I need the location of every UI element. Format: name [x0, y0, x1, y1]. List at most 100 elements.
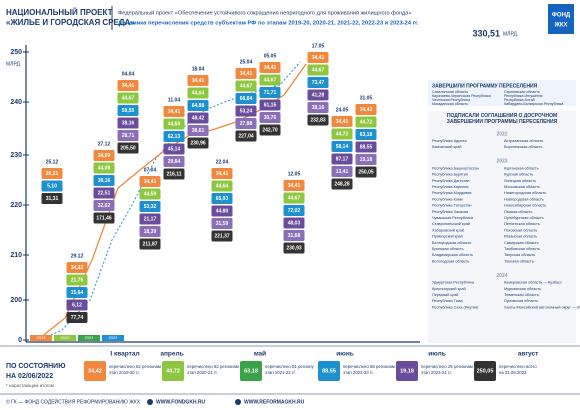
column-date: 22.04: [216, 159, 229, 165]
segment-box: [187, 112, 209, 124]
sidebar-text: Саратовская область: [504, 90, 540, 94]
segment-box: [235, 80, 257, 92]
sidebar-text: Липецкая область: [504, 179, 536, 183]
sidebar-title: ПОДПИСАЛИ СОГЛАШЕНИЯ О ДОСРОЧНОМ ЗАВЕРШЕН…: [447, 113, 558, 125]
segment-value: 44,67: [312, 67, 325, 73]
sidebar-text: Московская область: [504, 185, 540, 189]
segment-value: 28,71: [122, 133, 135, 139]
legend-value: 19,18: [400, 368, 414, 374]
legend-swatch: [84, 361, 106, 381]
segment-value: 64,88: [192, 103, 205, 109]
segment-value: 32,62: [98, 203, 111, 209]
segment-box: [355, 154, 377, 165]
segment-box: [66, 287, 88, 298]
segment-value: 22,51: [98, 190, 111, 196]
segment-box: [117, 80, 139, 91]
sidebar-text: Республика Адыгея: [432, 139, 467, 143]
segment-box: [187, 75, 209, 86]
segment-box: [355, 116, 377, 128]
logo: [548, 4, 574, 34]
segment-value: 34,41: [144, 179, 157, 185]
grand-total: 330,51: [472, 28, 500, 38]
total-value: 211,87: [142, 241, 157, 247]
title: НАЦИОНАЛЬНЫЙ ПРОЕКТ: [6, 8, 113, 17]
month-label: май: [254, 350, 266, 358]
logo-text: ФОНД: [552, 13, 571, 19]
column-date: 17.05: [312, 43, 325, 49]
total-value: 31,31: [46, 196, 59, 202]
segment-value: 26,21: [46, 171, 59, 177]
legend: 34,42 перечислено 82 регионам этап 2019-20…: [84, 361, 537, 381]
segment-value: 34,41: [168, 109, 181, 115]
segment-value: 29,84: [168, 159, 181, 165]
segment-value: 34,09: [98, 153, 111, 159]
total-box: [66, 312, 88, 323]
segment-box: [235, 68, 257, 79]
segment-value: 44,67: [264, 77, 277, 83]
segment-value: 44,08: [98, 165, 111, 171]
segment-value: 44,64: [216, 183, 229, 189]
sidebar-text: Магаданская область: [432, 102, 468, 106]
sidebar-text: Астраханская область: [504, 139, 543, 143]
column-date: 12.05: [288, 171, 301, 177]
sidebar-text: 2024: [496, 273, 507, 279]
legend-text: перечислено 82 регионам этап 2019-20 гг.: [109, 364, 161, 375]
legend-swatch: [396, 361, 418, 381]
segment-box: [307, 64, 329, 76]
sidebar-text: Воронежская область: [504, 145, 543, 149]
segment-box: [187, 87, 209, 99]
phase-label: 2021: [85, 335, 95, 340]
segment-value: 88,55: [360, 144, 373, 150]
phase-bar: [102, 335, 124, 341]
sidebar-text: Владимирская область: [432, 253, 473, 257]
phase-label: 2022: [109, 335, 119, 340]
total-value: 205,50: [120, 145, 136, 151]
sidebar-text: Орловская область: [504, 299, 538, 303]
segment-box: [283, 217, 305, 229]
segment-value: 71,71: [264, 90, 277, 96]
total-box: [307, 114, 329, 126]
sidebar-text: Пензенская область: [504, 222, 540, 226]
segment-value: 44,67: [122, 95, 135, 101]
segment-box: [259, 99, 281, 111]
sidebar-text: Удмуртская Республика: [432, 281, 475, 285]
segment-value: 61,15: [264, 102, 277, 108]
site: WWW.FONDGKH.RU: [156, 399, 206, 405]
segment-box: [139, 188, 161, 200]
sidebar-text: Сахалинская область: [432, 90, 468, 94]
legend-text: перечислено всего на 31.05.2022: [499, 364, 537, 375]
segment-box: [211, 168, 233, 179]
status: ПО СОСТОЯНИЮ: [6, 363, 65, 370]
segment-box: [139, 201, 161, 212]
segment-box: [355, 141, 377, 153]
total-box: [163, 168, 185, 180]
legend-value: 34,42: [88, 368, 102, 374]
segment-box: [139, 226, 161, 237]
segment-value: 44,59: [168, 121, 181, 127]
segment-value: 31,68: [288, 233, 301, 239]
sidebar-text: Чувашская Республика: [432, 216, 474, 220]
segment-value: 21,17: [144, 216, 157, 222]
sidebar-text: Республика Тыва: [432, 299, 463, 303]
column-date: 24.05: [336, 107, 349, 113]
segment-box: [211, 180, 233, 192]
grand-total-unit: МЛРД.: [503, 31, 518, 37]
y-tick-label: 200: [10, 297, 22, 304]
segment-box: [187, 125, 209, 136]
column-date: 29.12: [71, 253, 84, 259]
segment-value: 44,67: [240, 83, 253, 89]
segment-box: [355, 104, 377, 115]
segment-value: 44,67: [288, 195, 301, 201]
legend-text: перечислено 81 региону этап 2021-22 гг.: [265, 364, 314, 375]
sidebar-text: Пермский край: [432, 293, 458, 297]
sidebar-text: Новосибирская область: [504, 204, 546, 208]
sidebar-text: Брянская область: [432, 247, 464, 251]
sidebar-text: Республика Бурятия: [432, 173, 468, 177]
sidebar-text: 2022: [496, 131, 507, 137]
legend-text: перечислено 25 регионам этап 2023-24 гг.: [421, 364, 473, 375]
sidebar-text: Псковская область: [504, 228, 537, 232]
total-value: 230,96: [190, 140, 206, 146]
segment-value: 34,41: [336, 119, 349, 125]
segment-box: [235, 118, 257, 129]
note: * нарастающим итогом: [6, 383, 54, 388]
